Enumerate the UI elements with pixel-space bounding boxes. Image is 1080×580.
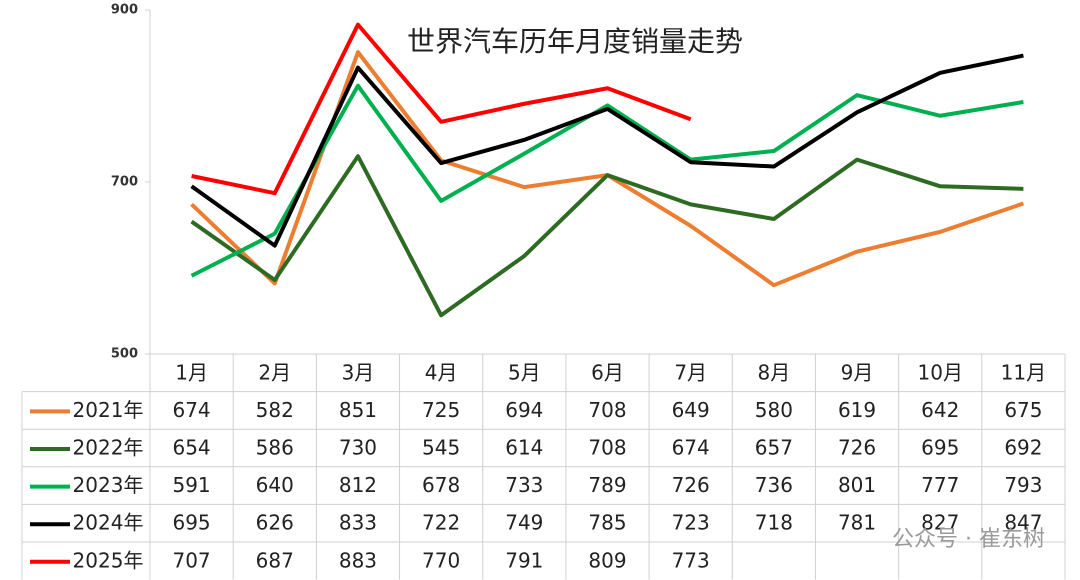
x-tick-label: 1月	[175, 360, 208, 384]
table-cell: 722	[422, 511, 460, 535]
table-cell: 687	[256, 548, 294, 572]
legend-label: 2025年	[73, 548, 144, 572]
y-tick-label: 900	[111, 3, 138, 18]
table-cell: 770	[422, 548, 460, 572]
table-cell: 883	[339, 548, 377, 572]
table-cell: 723	[672, 511, 710, 535]
table-cell: 694	[505, 398, 543, 422]
chart-title: 世界汽车历年月度销量走势	[407, 25, 743, 58]
x-tick-label: 10月	[918, 360, 963, 384]
series-line	[190, 83, 1024, 278]
table-cell: 619	[838, 398, 876, 422]
table-cell: 675	[1004, 398, 1042, 422]
table-cell: 851	[339, 398, 377, 422]
table-cell: 674	[172, 398, 210, 422]
table-cell: 801	[838, 473, 876, 497]
table-cell: 726	[672, 473, 710, 497]
table-cell: 793	[1004, 473, 1042, 497]
table-cell: 749	[505, 511, 543, 535]
table-cell: 708	[588, 436, 626, 460]
table-cell: 730	[339, 436, 377, 460]
table-cell: 812	[339, 473, 377, 497]
legend-label: 2022年	[73, 436, 144, 460]
table-cell: 657	[755, 436, 793, 460]
x-tick-label: 11月	[1001, 360, 1046, 384]
table-cell: 640	[256, 473, 294, 497]
table-cell: 809	[588, 548, 626, 572]
table-cell: 847	[1004, 511, 1042, 535]
table-cell: 733	[505, 473, 543, 497]
table-cell: 726	[838, 436, 876, 460]
y-tick-label: 700	[111, 175, 138, 190]
series-line	[190, 53, 1024, 248]
x-tick-label: 5月	[508, 360, 541, 384]
table-cell: 678	[422, 473, 460, 497]
table-cell: 785	[588, 511, 626, 535]
table-cell: 586	[256, 436, 294, 460]
table-cell: 736	[755, 473, 793, 497]
table-cell: 773	[672, 548, 710, 572]
series-line	[191, 22, 692, 196]
x-tick-label: 6月	[591, 360, 624, 384]
table-cell: 718	[755, 511, 793, 535]
y-tick-label: 500	[111, 347, 138, 362]
table-cell: 642	[921, 398, 959, 422]
table-cell: 692	[1004, 436, 1042, 460]
x-tick-label: 7月	[674, 360, 707, 384]
table-cell: 827	[921, 511, 959, 535]
legend-label: 2023年	[73, 473, 144, 497]
table-cell: 708	[588, 398, 626, 422]
x-tick-label: 4月	[425, 360, 458, 384]
table-cell: 626	[256, 511, 294, 535]
table-cell: 654	[172, 436, 210, 460]
table-cell: 789	[588, 473, 626, 497]
table-cell: 582	[256, 398, 294, 422]
legend-label: 2021年	[73, 398, 144, 422]
table-cell: 791	[505, 548, 543, 572]
table-cell: 707	[172, 548, 210, 572]
table-cell: 781	[838, 511, 876, 535]
table-cell: 777	[921, 473, 959, 497]
table-cell: 674	[672, 436, 710, 460]
watermark: 公众号 · 崔东树	[892, 527, 1045, 552]
x-tick-label: 3月	[342, 360, 375, 384]
table-cell: 545	[422, 436, 460, 460]
legend-label: 2024年	[73, 511, 144, 535]
table-cell: 725	[422, 398, 460, 422]
table-cell: 833	[339, 511, 377, 535]
table-cell: 614	[505, 436, 543, 460]
x-tick-label: 2月	[258, 360, 291, 384]
x-tick-label: 8月	[757, 360, 790, 384]
table-cell: 695	[921, 436, 959, 460]
series-line	[190, 154, 1024, 318]
table-cell: 695	[172, 511, 210, 535]
table-cell: 591	[172, 473, 210, 497]
table-cell: 649	[672, 398, 710, 422]
x-tick-label: 9月	[841, 360, 874, 384]
table-cell: 580	[755, 398, 793, 422]
